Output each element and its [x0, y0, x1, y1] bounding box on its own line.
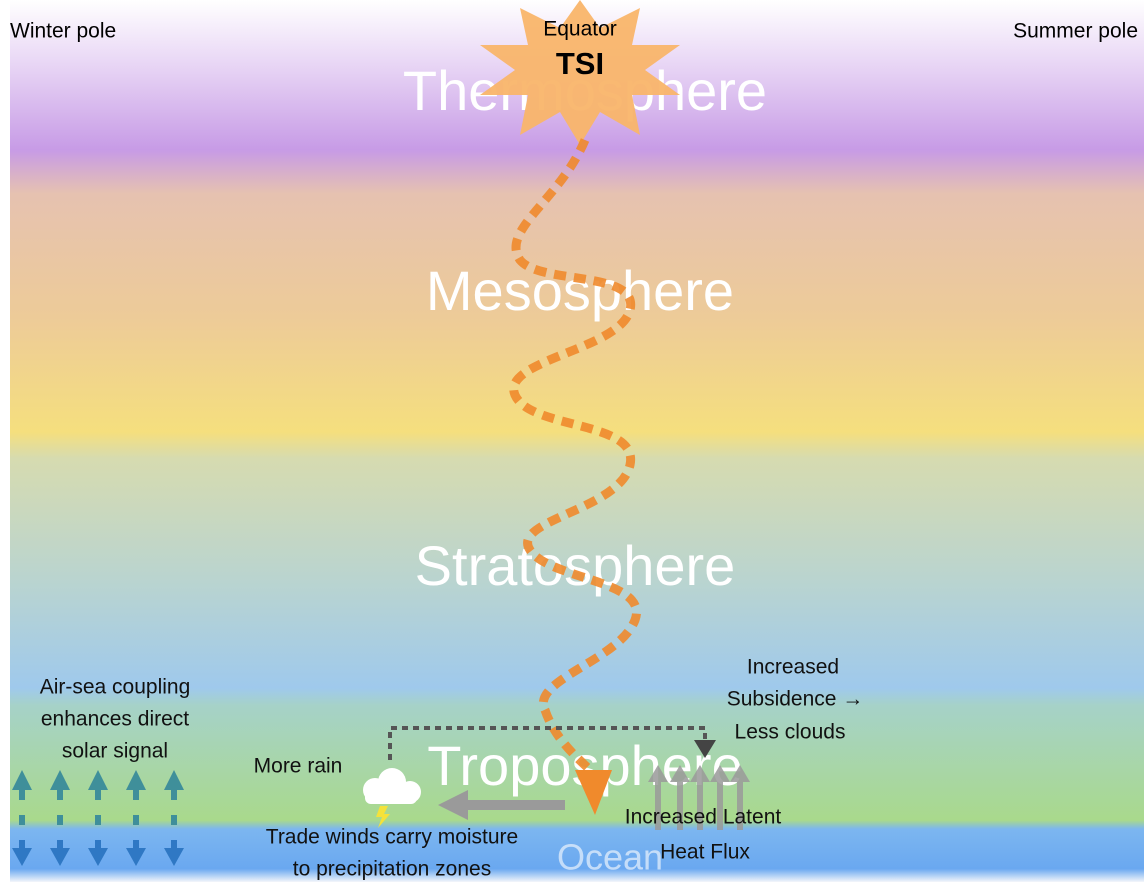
annotation: Heat Flux	[660, 841, 750, 864]
annotation: enhances direct	[41, 708, 189, 731]
diagram: Thermosphere Mesosphere Stratosphere Tro…	[0, 0, 1144, 882]
sun-label: TSI	[556, 46, 604, 81]
equator-label: Equator	[543, 18, 617, 41]
annotation: Increased Latent	[625, 806, 782, 829]
winter-pole-label: Winter pole	[10, 20, 116, 43]
layer-label: Mesosphere	[426, 259, 734, 322]
layer-label: Ocean	[557, 837, 663, 878]
page: Thermosphere Mesosphere Stratosphere Tro…	[0, 0, 1144, 882]
annotation: solar signal	[62, 740, 168, 763]
annotation: Air-sea coupling	[40, 676, 191, 699]
annotation: to precipitation zones	[293, 858, 491, 881]
annotation: Subsidence →	[727, 688, 864, 711]
annotation: Increased	[747, 656, 839, 679]
layer-label: Stratosphere	[415, 534, 736, 597]
annotation: Less clouds	[735, 721, 846, 744]
annotation: More rain	[254, 755, 343, 778]
summer-pole-label: Summer pole	[1013, 20, 1138, 43]
annotation: Trade winds carry moisture	[266, 826, 518, 849]
